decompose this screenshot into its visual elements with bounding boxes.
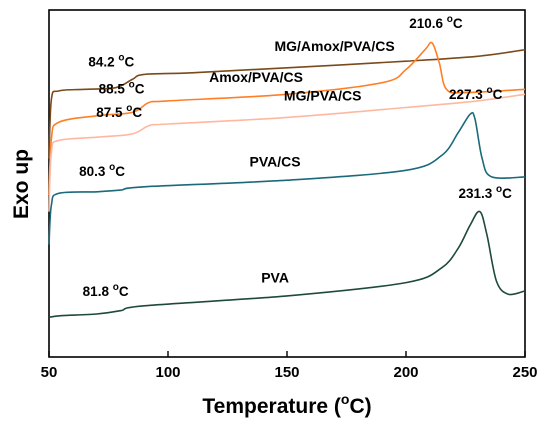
annotation-degree: o xyxy=(487,85,493,96)
annotation-unit: C xyxy=(502,186,512,201)
annotation-unit: C xyxy=(119,284,129,299)
x-tick-label: 200 xyxy=(393,364,418,381)
curve-mg-amox-pva-cs xyxy=(48,48,526,159)
temperature-annotation: 227.3 oC xyxy=(449,85,503,102)
x-tick-label: 250 xyxy=(512,364,537,381)
annotation-value: 80.3 xyxy=(79,164,109,179)
annotation-value: 81.8 xyxy=(83,284,113,299)
curve-pva xyxy=(48,210,526,319)
temperature-annotation: 84.2 oC xyxy=(88,52,134,69)
y-axis-title: Exo up xyxy=(10,149,33,219)
x-axis-title: Temperature (oC) xyxy=(202,391,371,418)
x-axis-title-sup: o xyxy=(341,391,350,407)
x-tick-label: 50 xyxy=(41,364,58,381)
series-name-label: Amox/PVA/CS xyxy=(209,69,303,85)
curve-mg-pva-cs xyxy=(48,93,526,212)
series-name-label: MG/Amox/PVA/CS xyxy=(274,38,394,54)
annotation-value: 84.2 xyxy=(88,54,118,69)
x-tick-label: 150 xyxy=(274,364,299,381)
annotation-unit: C xyxy=(453,16,463,31)
annotation-unit: C xyxy=(125,54,135,69)
annotation-value: 210.6 xyxy=(409,16,447,31)
temperature-annotation: 81.8 oC xyxy=(83,282,129,299)
x-axis-title-main: Temperature ( xyxy=(202,395,340,418)
annotation-unit: C xyxy=(135,81,145,96)
annotation-value: 87.5 xyxy=(96,105,126,120)
annotation-unit: C xyxy=(115,164,125,179)
curves xyxy=(48,41,526,319)
temperature-annotation: 210.6 oC xyxy=(409,14,463,31)
annotation-degree: o xyxy=(109,162,115,173)
x-axis-title-end: C) xyxy=(349,395,371,418)
annotation-unit: C xyxy=(493,87,503,102)
annotation-value: 231.3 xyxy=(458,186,496,201)
annotation-degree: o xyxy=(113,282,119,293)
annotation-degree: o xyxy=(118,52,124,63)
annotation-degree: o xyxy=(129,79,135,90)
series-name-label: PVA xyxy=(261,270,289,286)
annotation-degree: o xyxy=(126,103,132,114)
curve-amox-pva-cs xyxy=(48,41,526,196)
annotation-degree: o xyxy=(447,14,453,25)
series-name-label: PVA/CS xyxy=(250,154,301,170)
annotation-unit: C xyxy=(132,105,142,120)
x-tick-label: 100 xyxy=(155,364,180,381)
temperature-annotation: 231.3 oC xyxy=(458,184,512,201)
curve-pva-cs xyxy=(48,111,526,245)
series-name-label: MG/PVA/CS xyxy=(284,87,362,103)
temperature-annotation: 80.3 oC xyxy=(79,162,125,179)
temperature-annotation: 87.5 oC xyxy=(96,103,142,120)
x-axis-ticks: 50 100 150 200 250 xyxy=(41,351,538,381)
annotation-value: 227.3 xyxy=(449,87,487,102)
annotation-degree: o xyxy=(496,184,502,195)
temperature-annotation: 88.5 oC xyxy=(99,79,145,96)
annotation-value: 88.5 xyxy=(99,81,129,96)
